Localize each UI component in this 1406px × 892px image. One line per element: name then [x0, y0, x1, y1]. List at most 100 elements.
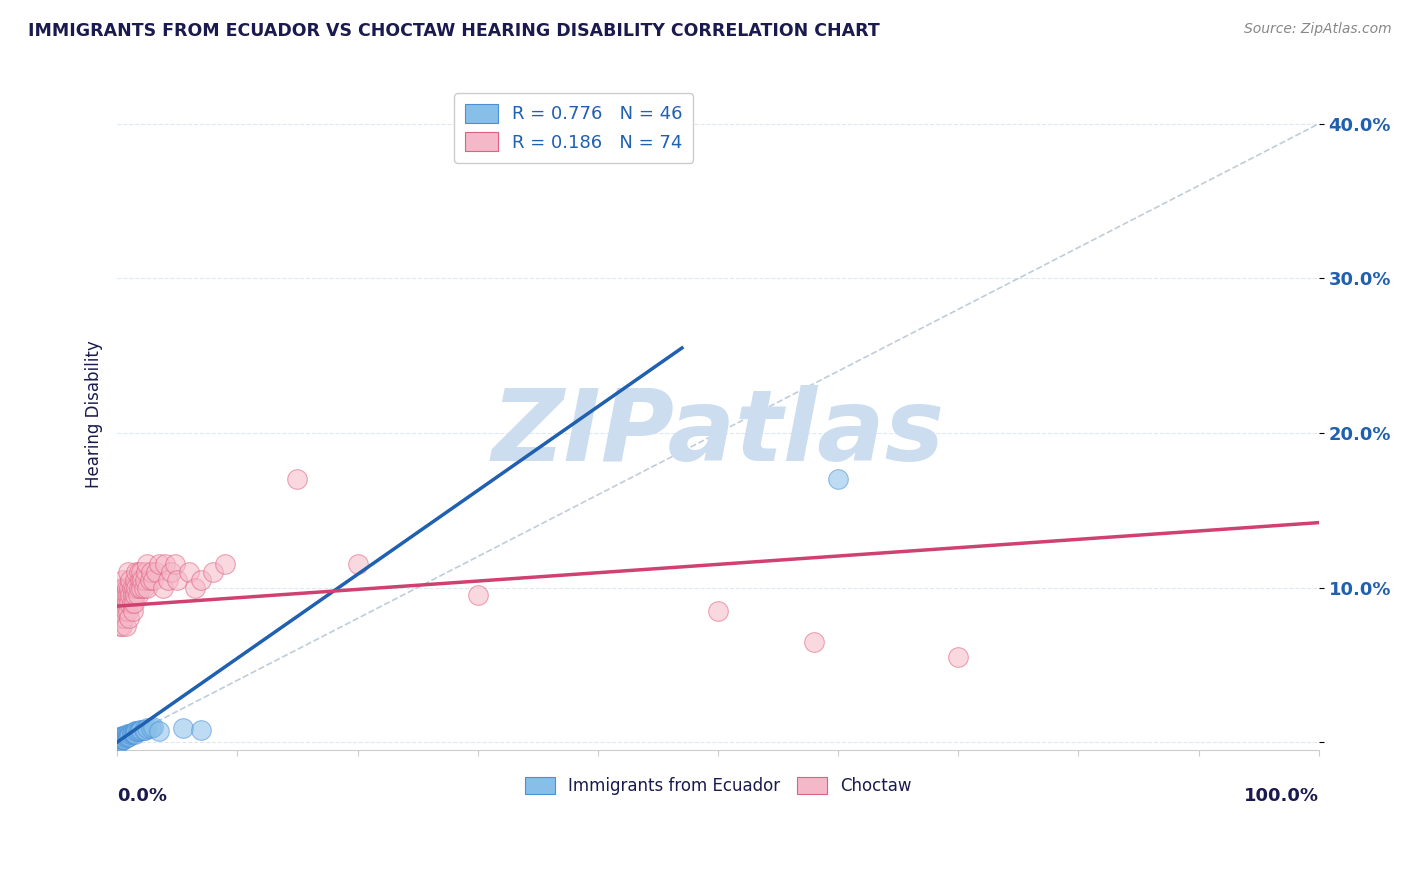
Legend: Immigrants from Ecuador, Choctaw: Immigrants from Ecuador, Choctaw: [517, 771, 918, 802]
Point: [114, 731, 136, 745]
Point: [132, 581, 155, 595]
Point: [114, 588, 136, 602]
Point: [124, 573, 146, 587]
Point: [136, 558, 159, 572]
Point: [190, 723, 212, 737]
Point: [287, 472, 309, 486]
Point: [110, 731, 132, 745]
Point: [131, 573, 153, 587]
Point: [118, 581, 141, 595]
Point: [184, 581, 207, 595]
Point: [129, 723, 152, 737]
Point: [156, 573, 179, 587]
Point: [112, 729, 135, 743]
Point: [132, 723, 155, 737]
Point: [121, 581, 143, 595]
Point: [114, 619, 136, 633]
Point: [110, 581, 132, 595]
Point: [125, 581, 148, 595]
Point: [111, 732, 134, 747]
Point: [128, 724, 150, 739]
Point: [214, 558, 236, 572]
Point: [117, 565, 139, 579]
Point: [148, 724, 170, 739]
Point: [118, 727, 141, 741]
Point: [115, 581, 138, 595]
Point: [125, 724, 148, 739]
Point: [122, 581, 145, 595]
Point: [139, 565, 162, 579]
Point: [112, 611, 135, 625]
Point: [111, 604, 134, 618]
Point: [112, 732, 135, 747]
Point: [166, 573, 188, 587]
Point: [110, 733, 132, 747]
Point: [114, 729, 136, 743]
Point: [110, 732, 132, 747]
Point: [136, 581, 159, 595]
Point: [121, 726, 143, 740]
Point: [202, 565, 225, 579]
Point: [107, 596, 129, 610]
Point: [108, 732, 131, 747]
Point: [108, 588, 131, 602]
Point: [136, 721, 159, 735]
Point: [110, 596, 132, 610]
Text: ZIPatlas: ZIPatlas: [492, 385, 945, 483]
Point: [152, 581, 174, 595]
Point: [108, 604, 131, 618]
Point: [948, 650, 970, 665]
Point: [145, 565, 167, 579]
Point: [118, 729, 141, 743]
Point: [127, 588, 149, 602]
Point: [155, 558, 177, 572]
Point: [111, 731, 134, 745]
Text: Source: ZipAtlas.com: Source: ZipAtlas.com: [1244, 22, 1392, 37]
Point: [129, 565, 152, 579]
Point: [121, 604, 143, 618]
Point: [467, 588, 489, 602]
Point: [346, 558, 368, 572]
Point: [124, 588, 146, 602]
Point: [121, 727, 143, 741]
Point: [124, 724, 146, 739]
Point: [129, 723, 152, 737]
Point: [134, 573, 156, 587]
Point: [120, 573, 142, 587]
Point: [112, 573, 135, 587]
Point: [108, 619, 131, 633]
Point: [190, 573, 212, 587]
Point: [115, 727, 138, 741]
Point: [112, 581, 135, 595]
Point: [142, 720, 165, 734]
Point: [122, 596, 145, 610]
Point: [124, 727, 146, 741]
Point: [129, 581, 152, 595]
Point: [827, 472, 849, 486]
Point: [121, 588, 143, 602]
Point: [108, 733, 131, 747]
Text: 100.0%: 100.0%: [1244, 787, 1319, 805]
Point: [120, 588, 142, 602]
Point: [115, 729, 138, 743]
Point: [110, 611, 132, 625]
Y-axis label: Hearing Disability: Hearing Disability: [86, 340, 103, 488]
Point: [107, 732, 129, 747]
Point: [117, 604, 139, 618]
Point: [707, 604, 730, 618]
Point: [128, 565, 150, 579]
Point: [112, 729, 135, 743]
Point: [111, 729, 134, 743]
Point: [115, 596, 138, 610]
Text: 0.0%: 0.0%: [117, 787, 167, 805]
Point: [117, 731, 139, 745]
Point: [112, 604, 135, 618]
Point: [112, 732, 135, 747]
Point: [179, 565, 201, 579]
Point: [129, 573, 152, 587]
Point: [112, 731, 135, 745]
Point: [118, 596, 141, 610]
Point: [121, 726, 143, 740]
Point: [118, 611, 141, 625]
Point: [112, 731, 135, 745]
